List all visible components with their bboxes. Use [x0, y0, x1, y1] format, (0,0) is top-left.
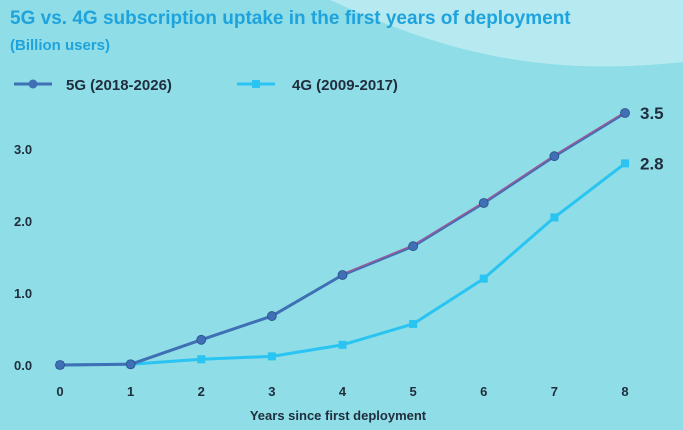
series-5g-point: [196, 334, 207, 345]
series-5g-line: [59, 111, 626, 367]
x-tick-label: 1: [127, 384, 134, 399]
legend-5g-label: 5G (2018-2026): [66, 77, 172, 94]
series-4g-point: [197, 355, 206, 364]
y-tick-label: 2.0: [14, 214, 32, 229]
series-4g-point: [479, 274, 488, 283]
chart-subtitle: (Billion users): [10, 37, 110, 54]
x-tick-label: 4: [339, 384, 347, 399]
series-5g-end-label: 3.5: [640, 104, 664, 123]
legend-4g-marker: [252, 80, 260, 88]
background-wave: [330, 0, 683, 67]
legend-5g-marker: [28, 79, 38, 89]
legend-4g-label: 4G (2009-2017): [292, 77, 398, 94]
x-tick-label: 0: [56, 384, 63, 399]
series-4g-line: [59, 162, 626, 367]
legend: 5G (2018-2026) 4G (2009-2017): [14, 77, 398, 94]
series-4g-point: [338, 340, 347, 349]
y-tick-label: 0.0: [14, 358, 32, 373]
series-5g-point: [125, 359, 136, 370]
series-4g-point: [267, 352, 276, 361]
x-tick-label: 7: [551, 384, 558, 399]
x-tick-label: 6: [480, 384, 487, 399]
series-5g-point: [266, 311, 277, 321]
x-tick-label: 5: [410, 384, 417, 399]
chart-title: 5G vs. 4G subscription uptake in the fir…: [10, 8, 571, 29]
series-4g: 2.8: [56, 154, 664, 369]
series-5g-point: [337, 270, 348, 280]
x-axis-ticks: 0 1 2 3 4 5 6 7 8: [56, 384, 628, 399]
y-tick-label: 1.0: [14, 286, 32, 301]
series-5g-point: [408, 241, 419, 252]
series-5g-highlight: [342, 111, 626, 275]
x-tick-label: 8: [621, 384, 628, 399]
series-5g: 3.5: [55, 104, 664, 370]
series-5g-point: [620, 108, 630, 118]
x-axis-label: Years since first deployment: [250, 408, 427, 423]
x-tick-label: 3: [268, 384, 275, 399]
y-axis-ticks: 0.0 1.0 2.0 3.0: [14, 142, 32, 373]
series-5g-point: [55, 360, 65, 370]
series-4g-point: [550, 213, 559, 222]
series-5g-point: [478, 198, 489, 208]
series-layer: 2.8 3.5: [55, 104, 664, 370]
x-tick-label: 2: [198, 384, 205, 399]
series-4g-point: [409, 319, 418, 328]
series-5g-point: [549, 151, 560, 162]
series-4g-point: [621, 159, 629, 168]
series-4g-end-label: 2.8: [640, 154, 664, 173]
y-tick-label: 3.0: [14, 142, 32, 157]
